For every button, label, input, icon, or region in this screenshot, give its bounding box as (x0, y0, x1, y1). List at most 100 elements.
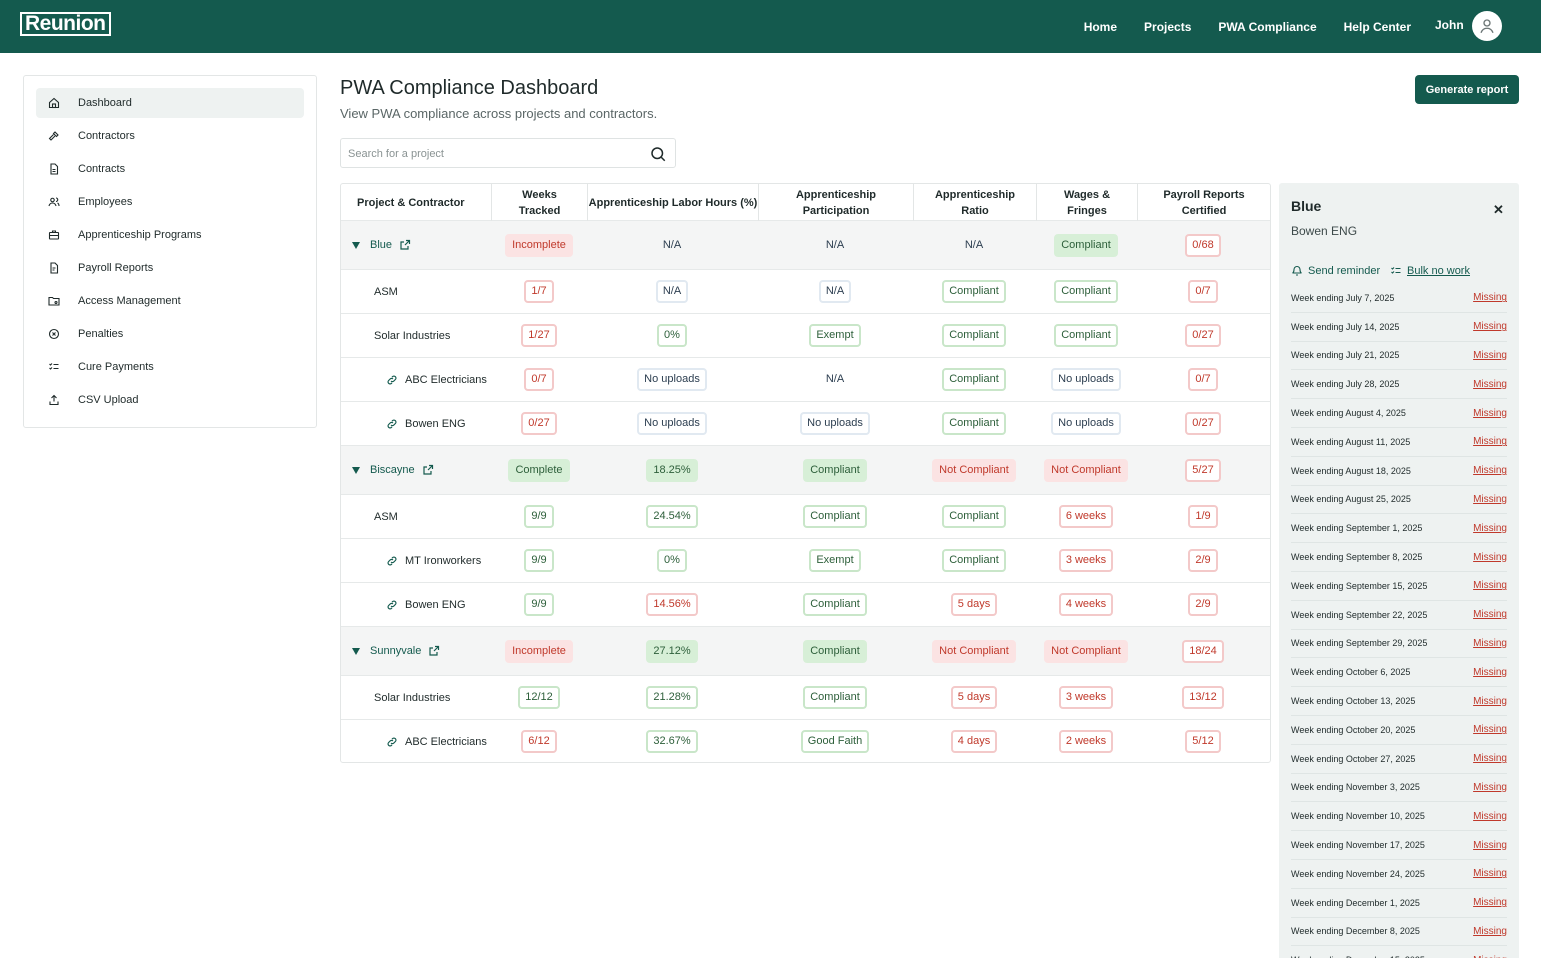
status-badge[interactable]: 3 weeks (1058, 549, 1114, 572)
status-badge[interactable]: Not Compliant (932, 458, 1016, 482)
send-reminder-button[interactable]: Send reminder (1291, 265, 1380, 277)
status-badge[interactable]: 0/27 (521, 412, 557, 435)
status-badge[interactable]: Compliant (803, 639, 867, 663)
status-badge[interactable]: 32.67% (646, 730, 698, 753)
sidebar-item-contracts[interactable]: Contracts (36, 154, 304, 184)
col-header-participation[interactable]: Apprenticeship Participation (759, 184, 914, 221)
status-badge[interactable]: Compliant (1054, 233, 1118, 257)
status-badge[interactable]: 5/27 (1185, 458, 1221, 482)
status-badge[interactable]: 1/27 (521, 324, 557, 347)
status-badge[interactable]: 0/7 (1188, 368, 1218, 391)
status-badge[interactable]: 27.12% (646, 639, 698, 663)
status-badge[interactable]: Compliant (803, 505, 867, 528)
missing-status-link[interactable]: Missing (1473, 493, 1507, 505)
status-badge[interactable]: 0/7 (524, 368, 554, 391)
status-badge[interactable]: Incomplete (505, 233, 573, 257)
missing-status-link[interactable]: Missing (1473, 465, 1507, 477)
status-badge[interactable]: 0/68 (1185, 233, 1221, 257)
missing-status-link[interactable]: Missing (1473, 695, 1507, 707)
missing-status-link[interactable]: Missing (1473, 810, 1507, 822)
status-badge[interactable]: 2 weeks (1058, 730, 1114, 753)
contractor-row[interactable]: Solar Industries 12/12 21.28% Compliant 5 da… (341, 676, 1270, 720)
expand-toggle-icon[interactable] (352, 647, 360, 655)
status-badge[interactable]: 0/27 (1185, 412, 1221, 435)
expand-toggle-icon[interactable] (352, 241, 360, 249)
subcontractor-row[interactable]: Bowen ENG 9/9 14.56% Compliant 5 days 4 weeks… (341, 583, 1270, 627)
subcontractor-row[interactable]: ABC Electricians 0/7 No uploads N/A Complian… (341, 358, 1270, 402)
search-input[interactable] (348, 146, 638, 162)
status-badge[interactable]: Compliant (1054, 280, 1118, 303)
missing-status-link[interactable]: Missing (1473, 609, 1507, 621)
status-badge[interactable]: 0/7 (1188, 280, 1218, 303)
status-badge[interactable]: N/A (662, 238, 682, 251)
status-badge[interactable]: 5 days (950, 593, 998, 616)
missing-status-link[interactable]: Missing (1473, 724, 1507, 736)
missing-status-link[interactable]: Missing (1473, 868, 1507, 880)
status-badge[interactable]: Compliant (942, 549, 1006, 572)
status-badge[interactable]: No uploads (1051, 412, 1121, 435)
missing-status-link[interactable]: Missing (1473, 321, 1507, 333)
status-badge[interactable]: Complete (508, 458, 570, 482)
status-badge[interactable]: 18.25% (646, 458, 698, 482)
project-row[interactable]: Blue Incomplete N/A N/A N/A Compliant 0/68 (341, 221, 1270, 270)
status-badge[interactable]: Compliant (942, 280, 1006, 303)
status-badge[interactable]: N/A (655, 280, 689, 303)
sidebar-item-employees[interactable]: Employees (36, 187, 304, 217)
sidebar-item-contractors[interactable]: Contractors (36, 121, 304, 151)
missing-status-link[interactable]: Missing (1473, 925, 1507, 937)
status-badge[interactable]: 18/24 (1182, 639, 1224, 663)
status-badge[interactable]: Not Compliant (1044, 639, 1128, 663)
bulk-no-work-button[interactable]: Bulk no work (1390, 265, 1470, 277)
subcontractor-row[interactable]: MT Ironworkers 9/9 0% Exempt Compliant 3 week… (341, 539, 1270, 583)
contractor-row[interactable]: ASM 1/7 N/A N/A Compliant Compliant 0/7 (341, 270, 1270, 314)
status-badge[interactable]: 21.28% (646, 686, 698, 709)
col-header-labor-hours[interactable]: Apprenticeship Labor Hours (%) (588, 184, 759, 221)
missing-status-link[interactable]: Missing (1473, 897, 1507, 909)
status-badge[interactable]: No uploads (637, 368, 707, 391)
nav-help-center[interactable]: Help Center (1343, 19, 1411, 34)
missing-status-link[interactable]: Missing (1473, 753, 1507, 765)
status-badge[interactable]: N/A (825, 238, 845, 251)
status-badge[interactable]: 3 weeks (1058, 686, 1114, 709)
missing-status-link[interactable]: Missing (1473, 637, 1507, 649)
missing-status-link[interactable]: Missing (1473, 580, 1507, 592)
status-badge[interactable]: Exempt (809, 324, 861, 347)
row-name[interactable]: Sunnyvale (370, 645, 422, 657)
external-link-icon[interactable] (428, 645, 440, 657)
search-icon[interactable] (649, 145, 667, 163)
status-badge[interactable]: 6/12 (521, 730, 557, 753)
status-badge[interactable]: 12/12 (518, 686, 560, 709)
missing-status-link[interactable]: Missing (1473, 436, 1507, 448)
status-badge[interactable]: No uploads (1051, 368, 1121, 391)
brand-logo[interactable]: Reunion (20, 12, 111, 36)
status-badge[interactable]: Good Faith (800, 730, 870, 753)
status-badge[interactable]: Compliant (942, 368, 1006, 391)
external-link-icon[interactable] (399, 239, 411, 251)
status-badge[interactable]: Not Compliant (1044, 458, 1128, 482)
status-badge[interactable]: Compliant (803, 458, 867, 482)
status-badge[interactable]: Compliant (942, 324, 1006, 347)
subcontractor-row[interactable]: ABC Electricians 6/12 32.67% Good Faith 4 da… (341, 720, 1270, 762)
status-badge[interactable]: 5/12 (1185, 730, 1221, 753)
generate-report-button[interactable]: Generate report (1415, 75, 1519, 104)
status-badge[interactable]: 5 days (950, 686, 998, 709)
status-badge[interactable]: Not Compliant (932, 639, 1016, 663)
missing-status-link[interactable]: Missing (1473, 522, 1507, 534)
status-badge[interactable]: 4 weeks (1058, 593, 1114, 616)
status-badge[interactable]: 24.54% (646, 505, 698, 528)
col-header-ratio[interactable]: Apprenticeship Ratio (914, 184, 1037, 221)
missing-status-link[interactable]: Missing (1473, 349, 1507, 361)
status-badge[interactable]: 4 days (950, 730, 998, 753)
status-badge[interactable]: Exempt (809, 549, 861, 572)
project-row[interactable]: Biscayne Complete 18.25% Compliant Not Compl… (341, 446, 1270, 495)
col-header-project[interactable]: Project & Contractor (341, 184, 492, 221)
status-badge[interactable]: 2/9 (1188, 549, 1218, 572)
status-badge[interactable]: Compliant (942, 412, 1006, 435)
missing-status-link[interactable]: Missing (1473, 955, 1507, 958)
contractor-row[interactable]: ASM 9/9 24.54% Compliant Compliant 6 weeks 1/9 (341, 495, 1270, 539)
status-badge[interactable]: 1/9 (1188, 505, 1218, 528)
status-badge[interactable]: Compliant (942, 505, 1006, 528)
status-badge[interactable]: 9/9 (524, 549, 554, 572)
status-badge[interactable]: 13/12 (1182, 686, 1224, 709)
status-badge[interactable]: Compliant (803, 593, 867, 616)
